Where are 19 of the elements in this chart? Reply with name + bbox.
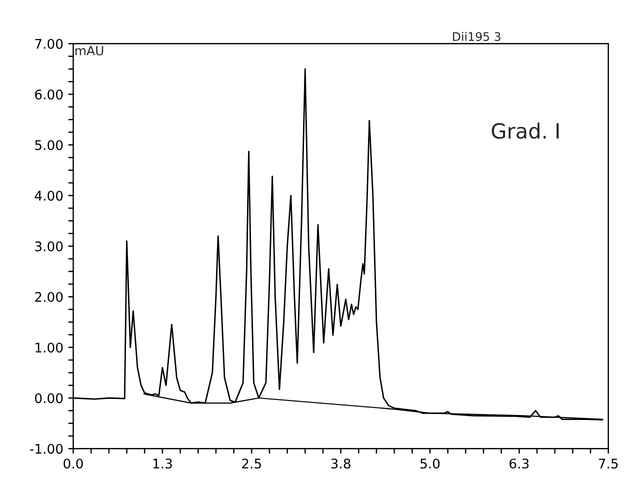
y-tick-label: 7.00 (35, 38, 63, 49)
y-tick-label: 2.00 (35, 292, 63, 302)
y-tick-label: 3.00 (35, 241, 63, 252)
x-tick-label: 1.3 (153, 458, 172, 469)
chart-title: Dii195 3 (453, 32, 500, 42)
y-tick-label: 6.00 (35, 89, 63, 100)
annotation: Grad. I (492, 122, 559, 139)
x-tick-label: 6.3 (510, 458, 529, 469)
y-tick-label: 5.00 (35, 140, 63, 150)
y-tick-label: 1.00 (36, 342, 63, 353)
x-tick-label: 2.5 (242, 458, 261, 469)
x-tick-label: 3.8 (331, 458, 350, 469)
y-axis-title: mAU (75, 46, 104, 56)
y-tick-label: 4.00 (34, 190, 63, 201)
y-tick-label: -1.00 (30, 444, 63, 454)
y-tick-label: 0.00 (35, 393, 63, 404)
x-tick-label: 7.5 (598, 458, 618, 469)
x-tick-label: 5.0 (420, 458, 440, 469)
x-tick-label: 0.0 (64, 458, 83, 469)
